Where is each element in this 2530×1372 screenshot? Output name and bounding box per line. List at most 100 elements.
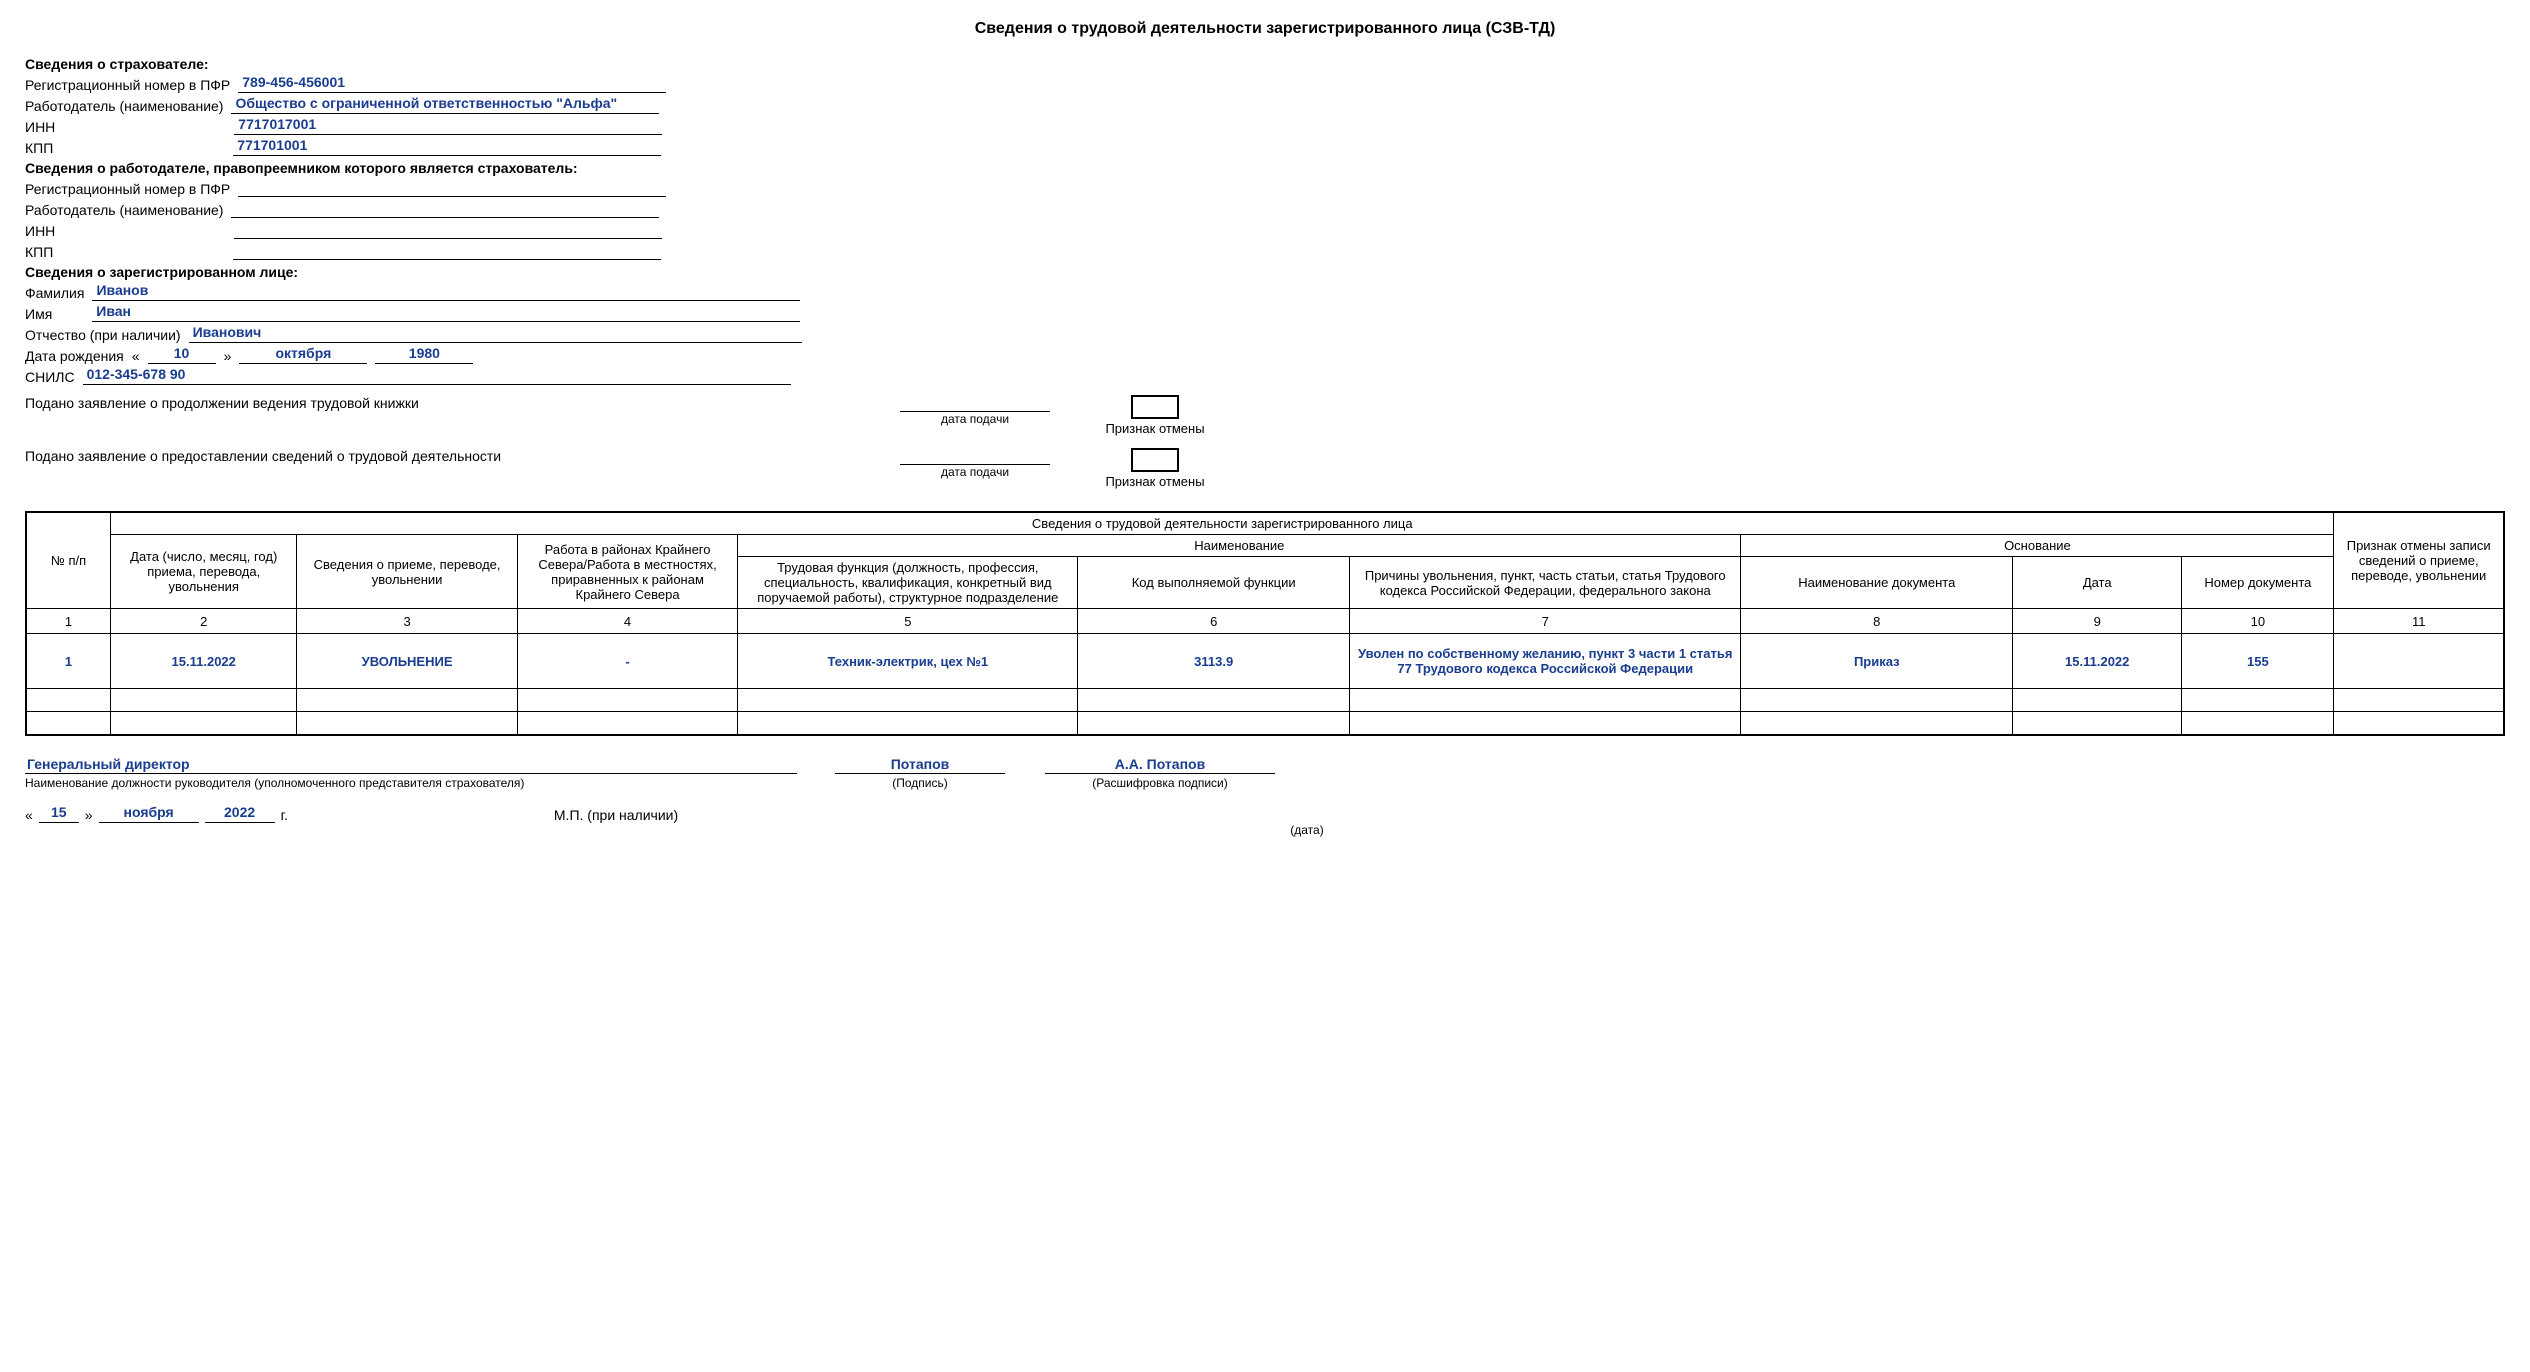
successor-employer-value xyxy=(231,199,659,218)
sign-year-suffix: г. xyxy=(281,807,288,823)
th-reason: Причины увольнения, пункт, часть статьи,… xyxy=(1350,557,1741,609)
person-dob-day: 10 xyxy=(148,345,216,364)
insurer-reg-value: 789-456-456001 xyxy=(238,74,666,93)
statement-provide-date-line xyxy=(900,448,1050,465)
statement-provide-cancel-box xyxy=(1131,448,1179,472)
cell-north: - xyxy=(517,634,737,689)
person-name-row: Имя Иван xyxy=(25,303,2505,322)
th-doc-name: Наименование документа xyxy=(1741,557,2013,609)
statement-continue-date-line xyxy=(900,395,1050,412)
th-doc-num: Номер документа xyxy=(2182,557,2334,609)
cell-doc-name: Приказ xyxy=(1741,634,2013,689)
statement-provide-row: Подано заявление о предоставлении сведен… xyxy=(25,448,2505,489)
table-data-row: 1 15.11.2022 УВОЛЬНЕНИЕ - Техник-электри… xyxy=(26,634,2504,689)
statement-continue-date-group: дата подачи xyxy=(895,395,1055,426)
document-title: Сведения о трудовой деятельности зарегис… xyxy=(25,20,2505,38)
insurer-employer-row: Работодатель (наименование) Общество с о… xyxy=(25,95,2505,114)
statement-continue-cancel-box xyxy=(1131,395,1179,419)
laquo-glyph: « xyxy=(132,348,140,364)
person-snils-row: СНИЛС 012-345-678 90 xyxy=(25,366,2505,385)
statement-continue-date-caption: дата подачи xyxy=(941,412,1009,426)
table-empty-row xyxy=(26,712,2504,736)
sign-position-value: Генеральный директор xyxy=(27,756,190,772)
sign-position-col: Генеральный директор Наименование должно… xyxy=(25,754,795,790)
sign-decode-col: А.А. Потапов (Расшифровка подписи) xyxy=(1045,754,1275,790)
insurer-kpp-value: 771701001 xyxy=(233,137,661,156)
cell-cancel xyxy=(2334,634,2504,689)
person-name-value: Иван xyxy=(92,303,800,322)
th-basis-group: Основание xyxy=(1741,535,2334,557)
insurer-reg-row: Регистрационный номер в ПФР 789-456-4560… xyxy=(25,74,2505,93)
successor-reg-label: Регистрационный номер в ПФР xyxy=(25,181,230,197)
person-patronymic-label: Отчество (при наличии) xyxy=(25,327,181,343)
numcell: 9 xyxy=(2013,609,2182,634)
successor-employer-row: Работодатель (наименование) xyxy=(25,199,2505,218)
insurer-employer-value: Общество с ограниченной ответственностью… xyxy=(231,95,659,114)
successor-kpp-value xyxy=(233,241,661,260)
table-numrow: 1 2 3 4 5 6 7 8 9 10 11 xyxy=(26,609,2504,634)
person-surname-label: Фамилия xyxy=(25,285,84,301)
person-heading: Сведения о зарегистрированном лице: xyxy=(25,264,2505,280)
signature-block: Генеральный директор Наименование должно… xyxy=(25,754,2505,790)
statement-continue-row: Подано заявление о продолжении ведения т… xyxy=(25,395,2505,436)
cell-reason: Уволен по собственному желанию, пункт 3 … xyxy=(1350,634,1741,689)
person-dob-month: октября xyxy=(239,345,367,364)
sign-signature-value: Потапов xyxy=(891,756,950,772)
th-event: Сведения о приеме, переводе, увольнении xyxy=(297,535,517,609)
laquo-glyph: « xyxy=(25,807,33,823)
cell-function: Техник-электрик, цех №1 xyxy=(738,634,1078,689)
successor-heading: Сведения о работодателе, правопреемником… xyxy=(25,160,2505,176)
sign-signature-col: Потапов (Подпись) xyxy=(835,754,1005,790)
numcell: 3 xyxy=(297,609,517,634)
successor-inn-value xyxy=(234,220,662,239)
sign-decode-caption: (Расшифровка подписи) xyxy=(1092,776,1228,790)
th-function: Трудовая функция (должность, профессия, … xyxy=(738,557,1078,609)
person-snils-value: 012-345-678 90 xyxy=(83,366,791,385)
activity-table: № п/п Сведения о трудовой деятельности з… xyxy=(25,511,2505,736)
sign-month: ноября xyxy=(99,804,199,823)
insurer-heading: Сведения о страхователе: xyxy=(25,56,2505,72)
numcell: 1 xyxy=(26,609,111,634)
raquo-glyph: » xyxy=(85,807,93,823)
person-patronymic-value: Иванович xyxy=(189,324,802,343)
person-snils-label: СНИЛС xyxy=(25,369,75,385)
person-patronymic-row: Отчество (при наличии) Иванович xyxy=(25,324,2505,343)
person-name-label: Имя xyxy=(25,306,52,322)
numcell: 6 xyxy=(1078,609,1350,634)
th-cancel: Признак отмены записи сведений о приеме,… xyxy=(2334,512,2504,609)
sign-date-caption: (дата) xyxy=(109,823,2505,837)
statement-provide-text: Подано заявление о предоставлении сведен… xyxy=(25,448,875,464)
insurer-inn-row: ИНН 7717017001 xyxy=(25,116,2505,135)
cell-doc-date: 15.11.2022 xyxy=(2013,634,2182,689)
cell-event: УВОЛЬНЕНИЕ xyxy=(297,634,517,689)
th-num: № п/п xyxy=(26,512,111,609)
statement-provide-date-group: дата подачи xyxy=(895,448,1055,479)
th-north: Работа в районах Крайнего Севера/Работа … xyxy=(517,535,737,609)
th-name-group: Наименование xyxy=(738,535,1741,557)
statement-continue-text: Подано заявление о продолжении ведения т… xyxy=(25,395,875,411)
successor-inn-row: ИНН xyxy=(25,220,2505,239)
cell-doc-num: 155 xyxy=(2182,634,2334,689)
statement-provide-cancel-caption: Признак отмены xyxy=(1105,474,1204,489)
numcell: 7 xyxy=(1350,609,1741,634)
successor-kpp-row: КПП xyxy=(25,241,2505,260)
th-code: Код выполняемой функции xyxy=(1078,557,1350,609)
sign-signature-caption: (Подпись) xyxy=(892,776,947,790)
raquo-glyph: » xyxy=(224,348,232,364)
th-date: Дата (число, месяц, год) приема, перевод… xyxy=(111,535,297,609)
successor-reg-row: Регистрационный номер в ПФР xyxy=(25,178,2505,197)
th-super: Сведения о трудовой деятельности зарегис… xyxy=(111,512,2334,535)
person-dob-year: 1980 xyxy=(375,345,473,364)
person-dob-row: Дата рождения « 10 » октября 1980 xyxy=(25,345,2505,364)
cell-code: 3113.9 xyxy=(1078,634,1350,689)
sign-year: 2022 xyxy=(205,804,275,823)
table-empty-row xyxy=(26,689,2504,712)
numcell: 10 xyxy=(2182,609,2334,634)
numcell: 11 xyxy=(2334,609,2504,634)
statement-continue-cancel-group: Признак отмены xyxy=(1085,395,1225,436)
cell-date: 15.11.2022 xyxy=(111,634,297,689)
insurer-employer-label: Работодатель (наименование) xyxy=(25,98,223,114)
person-surname-row: Фамилия Иванов xyxy=(25,282,2505,301)
sign-decode-value: А.А. Потапов xyxy=(1115,756,1205,772)
insurer-inn-value: 7717017001 xyxy=(234,116,662,135)
